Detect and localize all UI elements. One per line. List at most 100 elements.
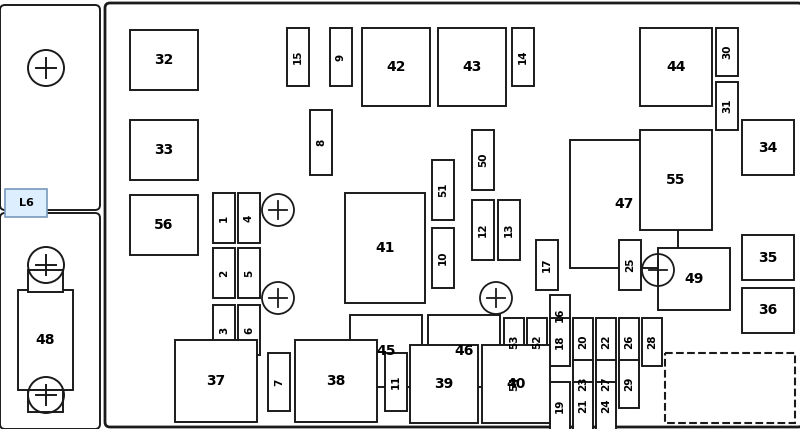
Text: 2: 2	[219, 269, 229, 277]
Text: 26: 26	[624, 335, 634, 349]
Bar	[742, 120, 794, 175]
Bar	[130, 30, 198, 90]
Text: 21: 21	[578, 399, 588, 413]
Text: 16: 16	[555, 308, 565, 322]
Text: 31: 31	[722, 99, 732, 113]
Text: 37: 37	[206, 374, 226, 388]
Bar	[550, 382, 570, 429]
Text: 28: 28	[647, 335, 657, 349]
Bar	[550, 318, 570, 366]
Text: 27: 27	[601, 377, 611, 391]
Text: 17: 17	[542, 258, 552, 272]
Text: 5: 5	[244, 269, 254, 277]
Bar	[619, 240, 641, 290]
Text: 41: 41	[375, 241, 394, 255]
Text: 46: 46	[454, 344, 474, 358]
Bar	[527, 318, 547, 366]
Text: 35: 35	[758, 251, 778, 265]
Bar	[716, 82, 738, 130]
Text: 4: 4	[244, 214, 254, 222]
Text: 51: 51	[438, 183, 448, 197]
Text: 48: 48	[36, 333, 55, 347]
Bar	[573, 360, 593, 408]
Text: 10: 10	[438, 251, 448, 265]
Bar	[619, 318, 639, 366]
Bar	[642, 318, 662, 366]
Bar	[536, 240, 558, 290]
Text: 34: 34	[758, 141, 778, 154]
Bar	[213, 305, 235, 355]
Text: 13: 13	[504, 223, 514, 237]
Bar	[432, 228, 454, 288]
Bar	[504, 360, 524, 408]
Text: 30: 30	[722, 45, 732, 59]
Text: 1: 1	[219, 214, 229, 222]
Bar	[573, 382, 593, 429]
Text: 20: 20	[578, 335, 588, 349]
Text: 7: 7	[274, 378, 284, 386]
Text: 18: 18	[555, 335, 565, 349]
Bar	[28, 270, 63, 292]
Bar	[596, 318, 616, 366]
Text: 23: 23	[578, 377, 588, 391]
Bar	[385, 353, 407, 411]
Bar	[330, 28, 352, 86]
Bar	[716, 28, 738, 76]
Bar	[410, 345, 478, 423]
Text: 8: 8	[316, 139, 326, 146]
Bar	[742, 288, 794, 333]
Text: 47: 47	[614, 197, 634, 211]
Bar	[742, 235, 794, 280]
Text: 38: 38	[326, 374, 346, 388]
Text: 12: 12	[478, 223, 488, 237]
Text: 25: 25	[625, 258, 635, 272]
Text: 52: 52	[532, 335, 542, 349]
FancyBboxPatch shape	[105, 3, 800, 427]
Bar	[498, 200, 520, 260]
Text: 56: 56	[154, 218, 174, 232]
Bar	[238, 248, 260, 298]
Bar	[310, 110, 332, 175]
Bar	[175, 340, 257, 422]
Text: 32: 32	[154, 53, 174, 67]
Text: 14: 14	[518, 50, 528, 64]
Bar	[345, 193, 425, 303]
Text: L6: L6	[18, 198, 34, 208]
Text: 19: 19	[555, 399, 565, 413]
Text: 36: 36	[758, 303, 778, 317]
Bar	[573, 318, 593, 366]
Bar	[619, 360, 639, 408]
Bar	[295, 340, 377, 422]
Bar	[596, 360, 616, 408]
FancyBboxPatch shape	[0, 213, 100, 429]
Bar	[130, 195, 198, 255]
Text: 6: 6	[244, 326, 254, 334]
Bar	[432, 160, 454, 220]
Bar	[512, 28, 534, 86]
Bar	[640, 130, 712, 230]
Text: 50: 50	[478, 153, 488, 167]
FancyBboxPatch shape	[5, 189, 47, 217]
Text: 33: 33	[154, 143, 174, 157]
Text: 3: 3	[219, 326, 229, 334]
Text: 24: 24	[601, 399, 611, 413]
Text: 43: 43	[462, 60, 482, 74]
Bar	[640, 28, 712, 106]
Text: 44: 44	[666, 60, 686, 74]
Bar	[665, 353, 795, 423]
Bar	[550, 295, 570, 335]
Text: 55: 55	[666, 173, 686, 187]
Text: 22: 22	[601, 335, 611, 349]
Bar	[472, 130, 494, 190]
Text: 39: 39	[434, 377, 454, 391]
Bar	[238, 305, 260, 355]
Bar	[504, 318, 524, 366]
Bar	[362, 28, 430, 106]
Bar	[570, 140, 678, 268]
Text: 40: 40	[506, 377, 526, 391]
Bar	[350, 315, 422, 387]
Bar	[658, 248, 730, 310]
Text: 49: 49	[684, 272, 704, 286]
Bar	[238, 193, 260, 243]
FancyBboxPatch shape	[0, 5, 100, 210]
